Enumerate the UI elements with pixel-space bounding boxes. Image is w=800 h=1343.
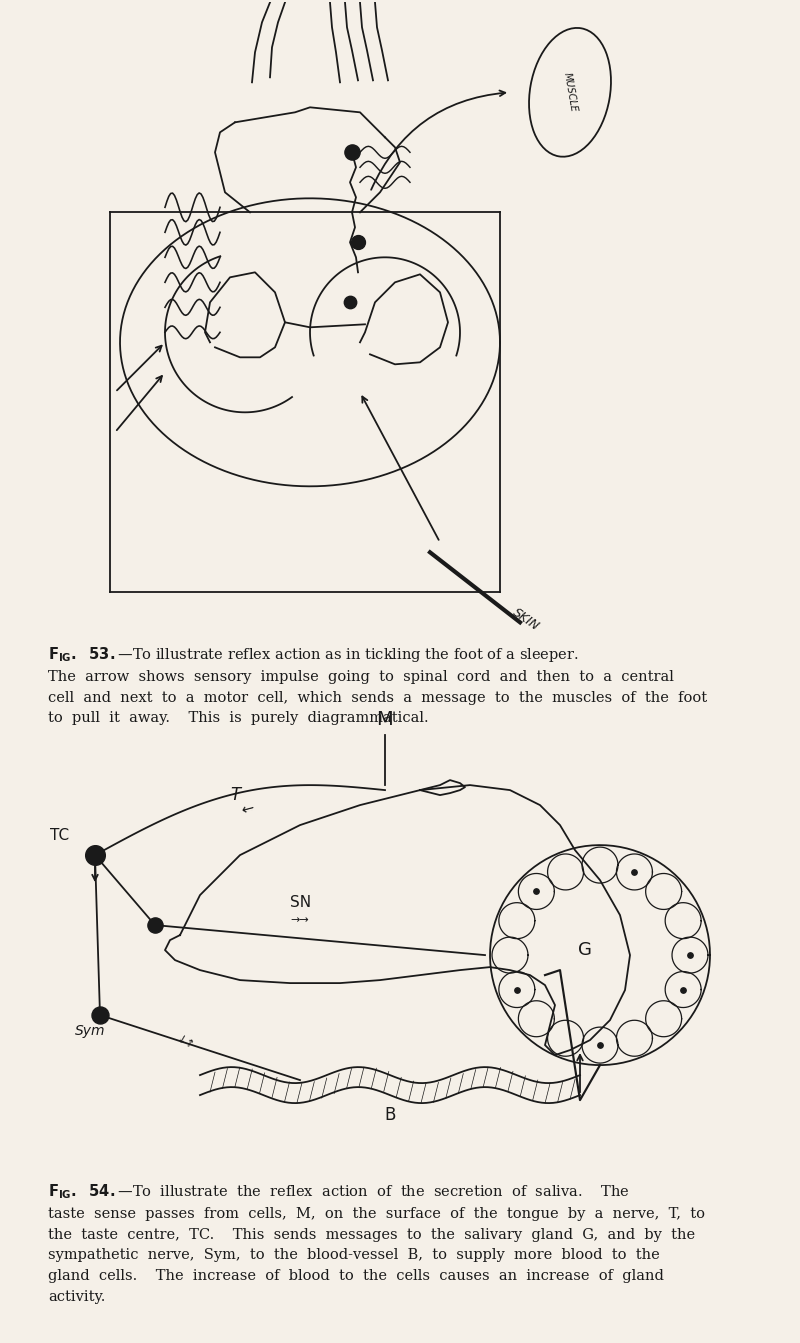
Point [530, 881, 542, 902]
Text: $\bf{F_{IG}.\ \ 53.}$—To illustrate reflex action as in tickling the foot of a s: $\bf{F_{IG}.\ \ 53.}$—To illustrate refl… [48, 645, 707, 725]
Point [149, 915, 162, 936]
Point [94, 1005, 106, 1026]
Text: Sym: Sym [75, 1025, 106, 1038]
Point [344, 291, 357, 313]
Text: ←: ← [240, 800, 256, 818]
Point [628, 861, 641, 882]
Text: G: G [578, 941, 592, 959]
Text: TC: TC [50, 829, 70, 843]
Text: ↓↑: ↓↑ [175, 1034, 196, 1052]
Point [352, 231, 365, 252]
Point [677, 979, 690, 1001]
Text: SN: SN [290, 894, 311, 911]
Point [594, 1034, 606, 1056]
Point [346, 141, 358, 163]
Text: MUSCLE: MUSCLE [562, 71, 578, 113]
Text: $\bf{F_{IG}.\ \ 54.}$—To  illustrate  the  reflex  action  of  the  secretion  o: $\bf{F_{IG}.\ \ 54.}$—To illustrate the … [48, 1182, 705, 1304]
Point [510, 979, 523, 1001]
Text: SKIN: SKIN [510, 606, 542, 634]
Point [683, 944, 696, 966]
Text: B: B [384, 1107, 396, 1124]
Text: T: T [230, 786, 240, 804]
Point [89, 845, 102, 866]
Text: M: M [377, 710, 394, 729]
Text: →→: →→ [290, 915, 309, 925]
